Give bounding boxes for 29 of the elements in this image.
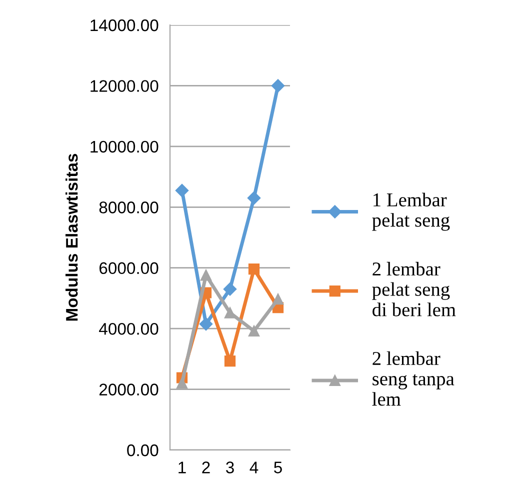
y-tick-label: 12000.00 [90, 80, 158, 92]
y-tick-label: 10000.00 [90, 140, 158, 153]
y-tick-label: 14000.00 [90, 19, 158, 32]
x-tick-label: 4 [250, 462, 258, 474]
x-tick-label: 5 [274, 462, 282, 474]
y-axis-title: Modulus Elaswtisitas [66, 154, 78, 321]
x-tick-label: 1 [178, 462, 186, 474]
y-tick-label: 2000.00 [99, 384, 158, 396]
point [247, 191, 261, 205]
legend-label: 2 lembar pelat seng di beri lem [372, 262, 456, 316]
point [223, 282, 237, 296]
point [271, 79, 285, 92]
point [176, 378, 188, 389]
point [272, 294, 284, 305]
point [248, 325, 260, 337]
point [175, 184, 189, 198]
legend-label: 2 lembar seng tanpa lem [372, 351, 454, 406]
point [248, 264, 260, 275]
point [224, 356, 236, 367]
legend-label: 1 Lembar pelat seng [372, 192, 450, 231]
x-tick-label: 2 [202, 462, 210, 474]
y-tick-label: 0.00 [127, 444, 158, 456]
point [200, 270, 212, 281]
point [224, 307, 236, 318]
point [199, 317, 213, 331]
y-tick-label: 6000.00 [99, 262, 158, 274]
x-tick-label: 3 [226, 462, 234, 474]
y-tick-label: 8000.00 [99, 202, 158, 214]
y-tick-label: 4000.00 [99, 322, 158, 335]
